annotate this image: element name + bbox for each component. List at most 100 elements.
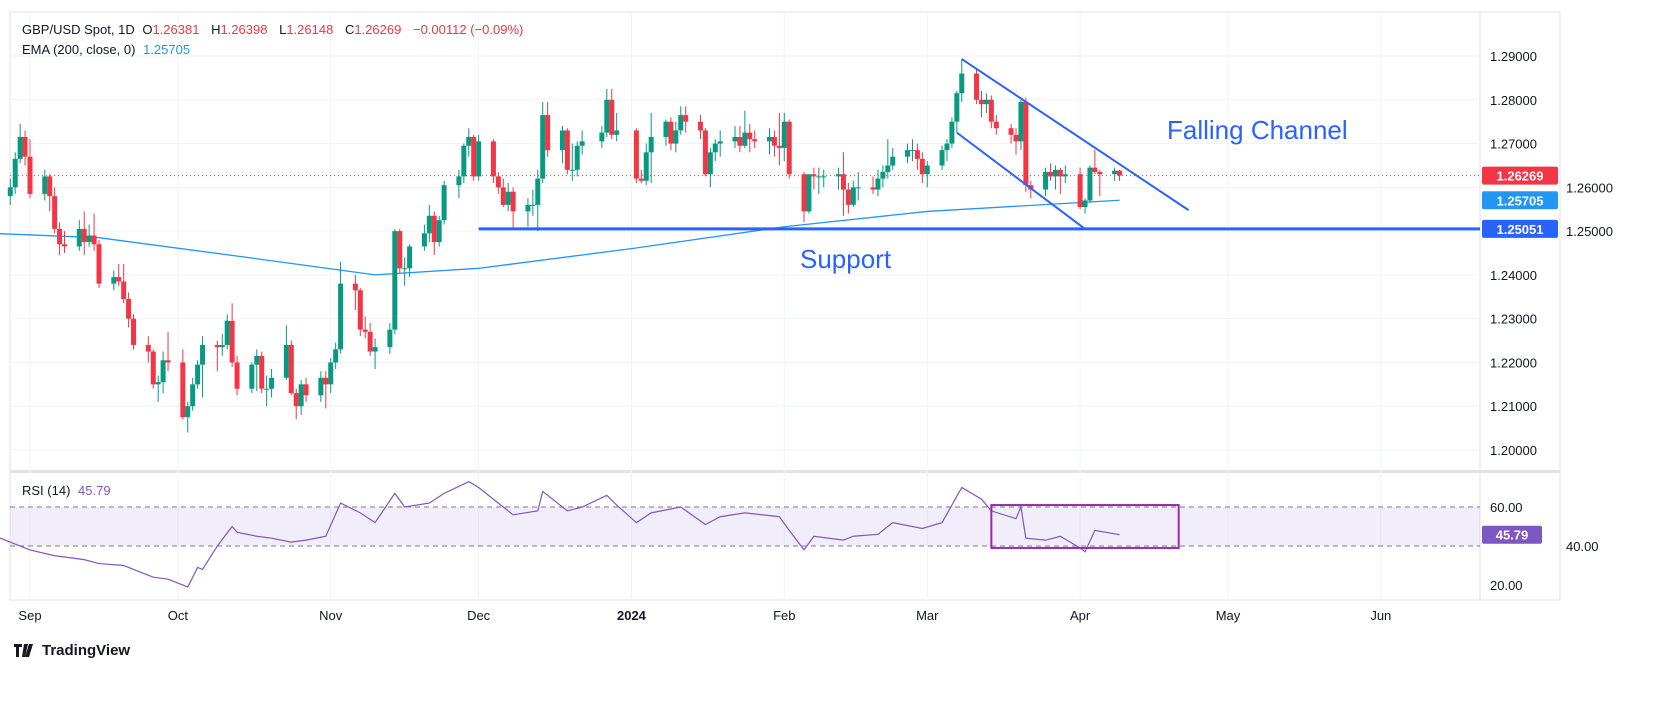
candle — [298, 379, 304, 415]
candle — [190, 377, 196, 411]
candle — [510, 187, 516, 229]
ema-value: 1.25705 — [143, 42, 191, 57]
candle-body — [525, 204, 531, 212]
candle-body — [939, 150, 945, 166]
candle — [229, 303, 235, 367]
candle — [604, 88, 610, 137]
candle-body — [1008, 128, 1014, 135]
candle-body — [707, 152, 713, 175]
candle-body — [495, 176, 501, 188]
candle-body — [234, 362, 240, 389]
candle — [806, 174, 812, 214]
candle-body — [81, 228, 87, 243]
low-label: L — [279, 22, 287, 37]
candle — [131, 314, 137, 350]
candle-body — [12, 158, 18, 188]
candles — [7, 59, 1123, 433]
x-tick-label: Jun — [1370, 608, 1391, 623]
candle — [1092, 150, 1098, 175]
candle-body — [959, 73, 965, 94]
candle — [91, 213, 97, 251]
candle-body — [993, 121, 999, 129]
falling-channel-label: Falling Channel — [1167, 115, 1348, 145]
candle-body — [786, 121, 792, 175]
candle-body — [96, 244, 102, 284]
candle-body — [165, 360, 171, 363]
candle-body — [190, 384, 196, 407]
candle — [476, 134, 482, 181]
channel-upper-line — [961, 58, 1190, 211]
candle-body — [116, 277, 122, 282]
candle-body — [914, 150, 920, 159]
x-tick-label: 2024 — [617, 608, 647, 623]
candle — [57, 222, 63, 256]
candle — [732, 126, 738, 148]
candle-body — [737, 136, 743, 146]
tradingview-logo[interactable]: TradingView — [14, 642, 130, 659]
candle — [195, 360, 201, 389]
candle-body — [185, 406, 191, 418]
x-tick-label: Dec — [467, 608, 491, 623]
high-value: H1.26398 — [211, 22, 271, 37]
candle — [407, 244, 413, 278]
tradingview-logo-icon — [14, 644, 33, 657]
candle-body — [121, 281, 127, 299]
candle-body — [1057, 169, 1063, 177]
candle — [1082, 198, 1088, 214]
candle-body — [697, 121, 703, 131]
y-tick-label: 1.29000 — [1490, 49, 1537, 64]
candle — [456, 169, 462, 199]
candle — [96, 239, 102, 289]
candle — [1043, 167, 1049, 197]
candle-body — [402, 268, 408, 270]
rsi-highlight-box — [990, 504, 1180, 549]
y-tick-label: 1.23000 — [1490, 312, 1537, 327]
candle-body — [1082, 200, 1088, 208]
candle — [880, 165, 886, 188]
candle-body — [219, 344, 225, 348]
candle-body — [1062, 174, 1068, 177]
candle-body — [1092, 167, 1098, 173]
candle — [1048, 163, 1054, 181]
candle — [1112, 167, 1118, 181]
candle — [338, 261, 344, 354]
candle — [392, 228, 398, 335]
candle-body — [870, 187, 876, 190]
candle-body — [456, 176, 462, 186]
candle — [564, 128, 570, 175]
candle-body — [1013, 134, 1019, 142]
candle — [1052, 165, 1058, 190]
candle-body — [145, 344, 151, 352]
candle — [707, 147, 713, 188]
candle-body — [569, 169, 575, 171]
candle — [988, 95, 994, 129]
candle — [540, 101, 546, 183]
candle — [466, 128, 472, 157]
candle — [22, 130, 28, 166]
candle-body — [476, 141, 482, 177]
y-tick-label: 1.25000 — [1566, 224, 1613, 239]
candle-body — [421, 233, 427, 247]
candle-body — [510, 191, 516, 212]
candle — [638, 169, 644, 183]
candle-body — [924, 165, 930, 175]
candle-body — [919, 158, 925, 175]
candle — [574, 141, 580, 177]
candle-body — [22, 136, 28, 157]
candle-body — [988, 99, 994, 122]
candle-body — [224, 320, 230, 345]
x-tick-label: Nov — [319, 608, 343, 623]
candle-body — [1048, 172, 1054, 177]
candle-body — [397, 231, 403, 269]
candle — [919, 152, 925, 183]
candle — [426, 204, 432, 243]
rsi-legend: RSI (14) 45.79 — [22, 483, 115, 498]
candle — [62, 231, 68, 254]
candle — [254, 349, 260, 391]
x-tick-label: May — [1216, 608, 1241, 623]
candle — [269, 369, 275, 398]
candle — [974, 69, 980, 105]
candle — [1097, 169, 1103, 197]
price-badge-bg — [1482, 166, 1558, 185]
